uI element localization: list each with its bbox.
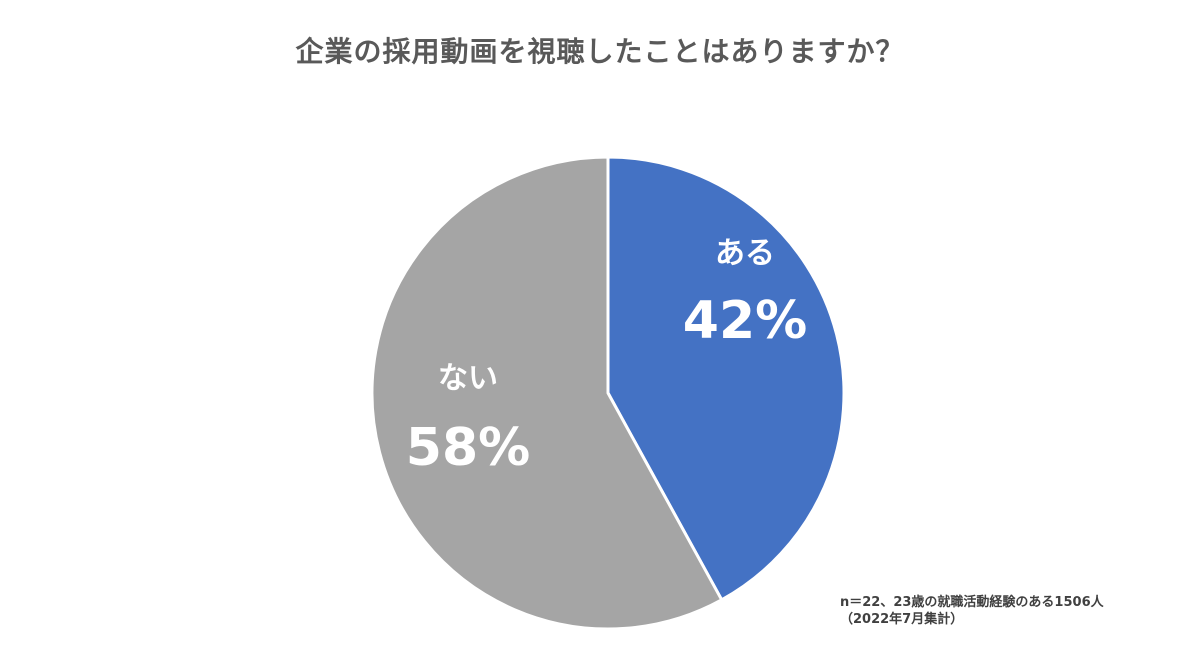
footnote-date: （2022年7月集計） [840,612,964,627]
footnote-sample: n＝22、23歳の就職活動経験のある1506人 [840,595,1104,610]
chart-title: 企業の採用動画を視聴したことはありますか？ [295,35,905,68]
pie-slice-yes [606,155,846,602]
pie-slice-no [370,155,724,631]
footnote: n＝22、23歳の就職活動経験のある1506人 （2022年7月集計） [840,594,1104,628]
slice-value-no: 58% [406,418,530,478]
slice-label-no: ない [438,361,498,396]
slice-label-yes: ある [715,236,775,271]
slice-value-yes: 42% [683,291,807,351]
